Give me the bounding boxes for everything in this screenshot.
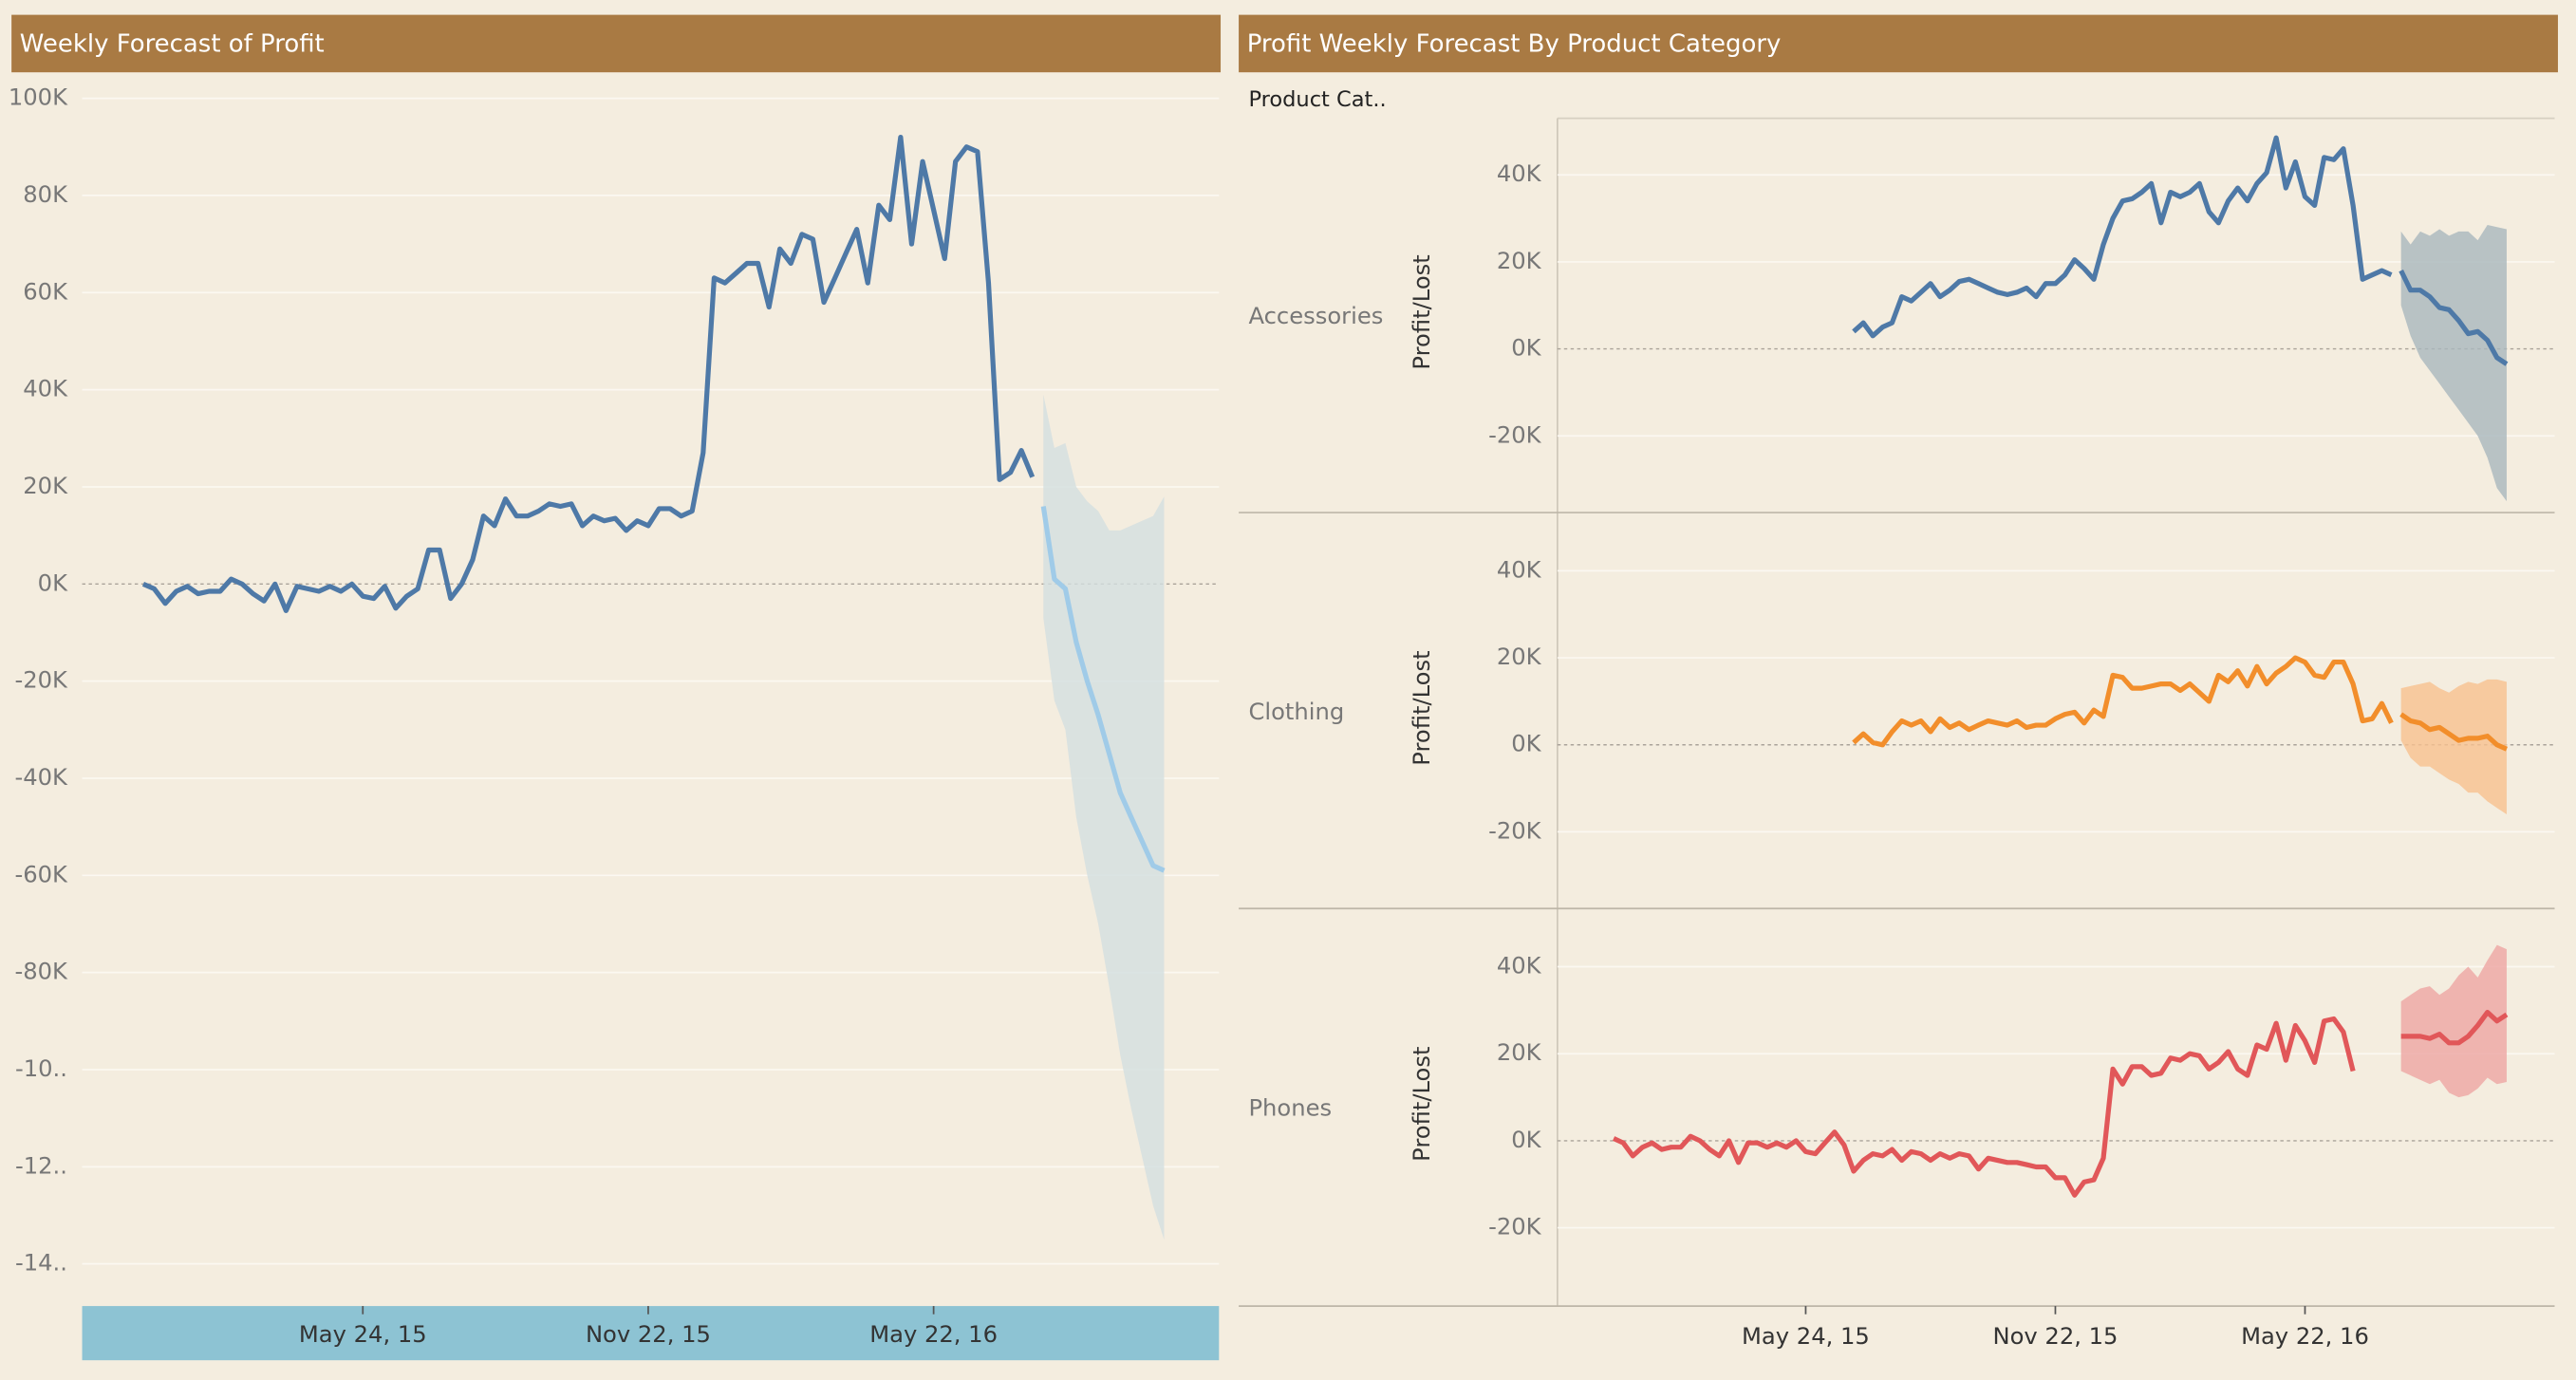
y-axis-title: Profit/Lost [1409,650,1435,765]
y-tick-label: 40K [23,376,68,402]
forecast-line [2399,269,2509,366]
x-tick-label: May 22, 16 [869,1321,998,1348]
panel-label: Phones [1248,1094,1332,1121]
x-tick-label: Nov 22, 15 [586,1321,711,1348]
actual-line [1852,655,2394,748]
y-tick-label: 20K [1497,643,1542,670]
forecast-line [1040,506,1166,873]
y-tick-label: -12.. [15,1152,67,1179]
forecast-band [2400,679,2507,815]
y-tick-label: 0K [1511,1127,1541,1153]
x-tick-label: May 24, 15 [1742,1323,1870,1350]
facet-header: Product Cat.. [1248,87,1386,112]
y-tick-label: -60K [15,861,69,887]
y-tick-label: 40K [1497,556,1542,583]
actual-line [1612,1016,2356,1198]
y-tick-label: 40K [1497,160,1542,187]
panel-label: Clothing [1248,699,1344,725]
actual-line [1852,135,2393,339]
y-tick-label: 0K [1511,335,1541,362]
y-tick-label: -10.. [15,1055,67,1082]
y-tick-label: -20K [1488,1214,1542,1240]
y-tick-label: -20K [1488,817,1542,844]
forecast-band [2400,944,2507,1098]
y-tick-label: 0K [1511,731,1541,757]
left-title: Weekly Forecast of Profit [20,29,325,58]
y-tick-label: 60K [23,278,68,305]
y-tick-label: 100K [9,84,68,111]
x-axis-band [82,1306,1220,1361]
y-axis-title: Profit/Lost [1409,254,1435,369]
forecast-line [2399,712,2509,752]
y-tick-label: -14.. [15,1250,67,1277]
forecast-line [2400,1009,2509,1046]
panel-label: Accessories [1248,303,1383,329]
x-tick-label: May 22, 16 [2241,1323,2369,1350]
y-axis-title: Profit/Lost [1409,1047,1435,1162]
x-tick-label: Nov 22, 15 [1992,1323,2118,1350]
y-tick-label: 80K [23,181,68,208]
right-title: Profit Weekly Forecast By Product Catego… [1247,29,1782,58]
y-tick-label: -80K [15,959,69,985]
y-tick-label: 40K [1497,953,1542,979]
y-tick-label: 20K [1497,248,1542,274]
y-tick-label: -20K [1488,421,1542,448]
y-tick-label: 0K [38,569,68,596]
y-tick-label: 20K [23,473,68,499]
right-header [1239,14,2558,73]
forecast-band [1043,394,1165,1240]
y-tick-label: 20K [1497,1039,1542,1066]
y-tick-label: -20K [15,667,69,694]
y-tick-label: -40K [15,764,69,791]
x-tick-label: May 24, 15 [299,1321,427,1348]
actual-line [141,134,1036,613]
left-header [11,14,1222,73]
